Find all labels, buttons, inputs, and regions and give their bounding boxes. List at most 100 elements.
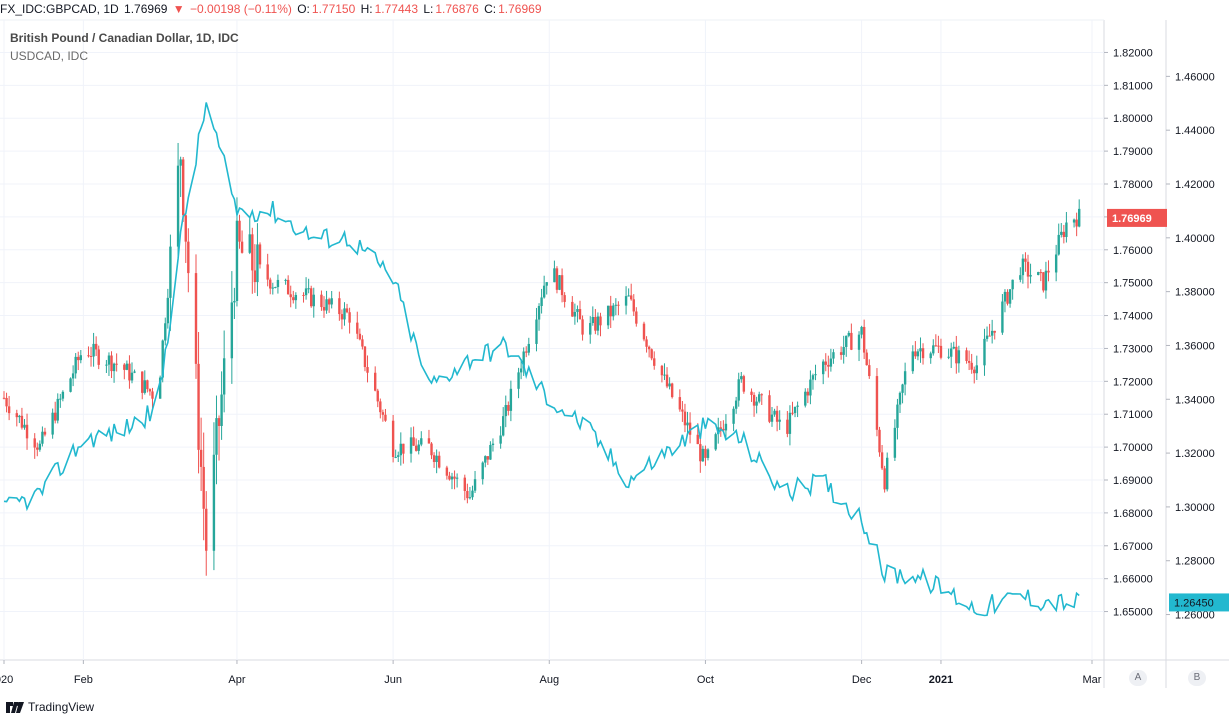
y-tick-label-left-scale: 1.69000 [1113,475,1153,487]
candle-body [94,343,98,350]
candle-body [614,304,618,306]
candle-body [589,323,592,335]
candle-body [397,455,400,457]
candle-body [179,159,182,166]
candle-body [507,405,510,411]
candle-body [535,319,538,344]
candle-body [786,419,789,434]
x-tick-label: 020 [0,674,13,686]
candle-body [56,398,59,421]
candle-body [366,367,369,373]
candle-body [635,311,638,324]
candle-body [1057,234,1060,255]
candle-body [519,368,523,373]
candle-body [896,404,899,428]
candle-body [217,418,221,426]
candle-body [824,361,827,365]
y-tick-label-left-scale: 1.65000 [1113,607,1153,619]
candle-body [304,288,308,296]
candle-body [665,374,669,387]
candle-body [706,449,710,458]
candle-body [947,356,950,358]
candle-body [829,358,833,367]
candle-body [18,415,21,418]
candle-body [724,423,728,431]
candle-body [1078,208,1081,227]
y-tick-label-left-scale: 1.73000 [1113,343,1153,355]
main-series-legend[interactable]: British Pound / Canadian Dollar, 1D, IDC [10,31,239,45]
candle-body [768,395,771,422]
y-tick-label-left-scale: 1.66000 [1113,574,1153,586]
usdcad-line [3,102,1080,617]
y-tick-label-left-scale: 1.81000 [1113,80,1153,92]
candle-body [1037,272,1040,275]
y-tick-label-left-scale: 1.82000 [1113,47,1153,59]
candle-body [220,394,223,426]
candle-body [571,301,574,317]
candle-body [760,394,763,396]
y-tick-label-right-scale: 1.30000 [1175,502,1215,514]
y-tick-label-right-scale: 1.34000 [1175,394,1215,406]
candle-body [363,346,367,368]
candle-body [916,351,920,357]
candle-body [576,309,579,312]
candle-body [773,410,776,415]
candle-body [668,383,671,387]
candle-body [1075,219,1078,227]
symbol-title[interactable]: FX_IDC:GBPCAD, 1D [0,2,119,16]
candle-body [256,244,259,283]
candle-body [1054,254,1058,273]
candle-body [555,268,559,290]
candle-body [233,300,236,303]
brand-label: TradingView [28,700,95,714]
candle-body [883,468,886,490]
candle-body [20,415,24,428]
last-price-label-main: 1.76969 [1112,213,1152,225]
candle-body [176,165,180,247]
candle-body [269,279,272,289]
candle-body [468,497,472,499]
candle-body [166,297,170,324]
candle-body [804,391,807,406]
candle-body [850,332,853,350]
candle-body [89,355,93,357]
candle-body [525,351,528,353]
candle-body [345,308,349,313]
candle-body [696,434,699,445]
candle-body [43,431,47,435]
candle-body [361,339,364,347]
candle-body [379,401,382,413]
y-tick-label-right-scale: 1.26000 [1175,610,1215,622]
candle-body [540,297,543,307]
auto-scale-button[interactable]: A [1129,670,1147,686]
candle-body [563,295,566,302]
candle-body [417,444,420,451]
candle-body [893,427,897,458]
candle-body [59,398,62,400]
candle-body [15,413,18,418]
candle-body [1044,270,1048,291]
candle-body [857,334,861,350]
b-scale-button[interactable]: B [1188,670,1206,686]
candle-body [950,348,953,357]
candle-body [427,438,431,444]
candle-body [130,372,134,381]
candle-body [107,355,111,365]
candle-body [967,360,971,363]
candle-body [41,431,44,444]
candle-body [248,234,251,253]
candle-body [939,345,943,358]
candle-body [194,273,198,364]
candle-body [1021,258,1025,276]
candle-body [647,346,651,350]
tradingview-footer[interactable]: TradingView [6,700,94,714]
compare-series-legend[interactable]: USDCAD, IDC [10,49,89,63]
candle-body [258,244,262,265]
tradingview-logo-icon [6,701,24,713]
candle-body [1039,272,1042,274]
candle-body [914,351,917,357]
candle-body [1001,301,1004,333]
candle-body [286,279,290,295]
candle-body [25,424,29,439]
